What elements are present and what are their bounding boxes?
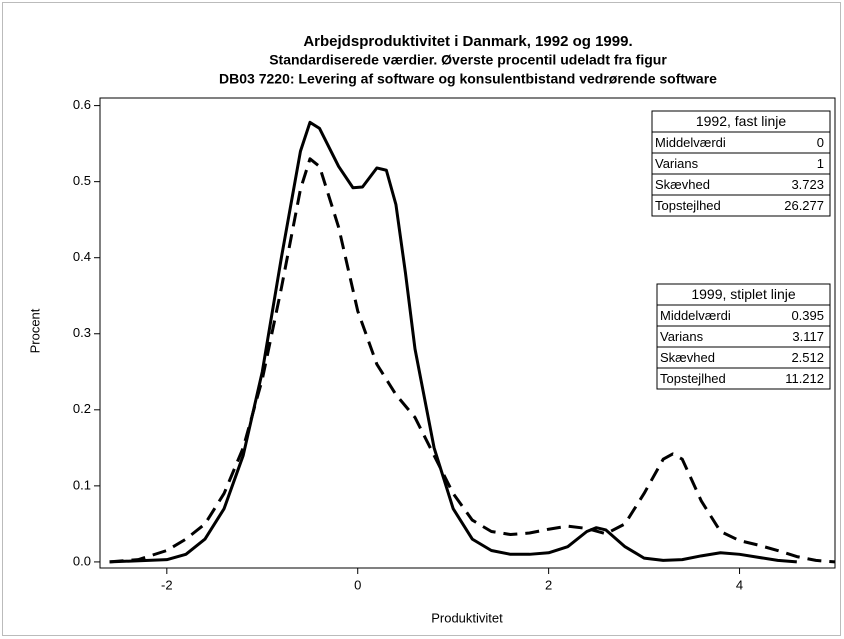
y-tick-label: 0.5 (73, 173, 91, 188)
stats-box (651, 110, 831, 217)
stats-label: Varians (655, 156, 699, 171)
line-series (109, 120, 797, 564)
x-tick-label: -2 (161, 577, 173, 592)
y-tick-label: 0.6 (73, 97, 91, 112)
stats-value: 0.395 (791, 308, 824, 323)
x-axis-label: Produktivitet (431, 610, 503, 625)
stats-value: 26.277 (784, 198, 824, 213)
stats-value: 1 (817, 156, 824, 171)
chart-title: Arbejdsproduktivitet i Danmark, 1992 og … (303, 33, 632, 50)
stats-box (656, 283, 831, 390)
stats-header: 1992, fast linje (696, 113, 786, 129)
stats-label: Skævhed (660, 350, 715, 365)
x-tick-label: 2 (545, 577, 552, 592)
stats-label: Varians (660, 329, 704, 344)
y-tick-label: 0.2 (73, 401, 91, 416)
y-tick-label: 0.4 (73, 249, 91, 264)
y-tick-label: 0.3 (73, 325, 91, 340)
stats-value: 3.117 (792, 329, 824, 344)
plot-area (99, 97, 836, 569)
y-tick-label: 0.0 (73, 553, 91, 568)
stats-label: Middelværdi (660, 308, 731, 323)
stats-value: 3.723 (791, 177, 824, 192)
x-tick-label: 4 (736, 577, 743, 592)
chart-subtitle: Standardiserede værdier. Øverste procent… (269, 52, 667, 68)
stats-label: Middelværdi (655, 135, 726, 150)
stats-value: 11.212 (785, 371, 824, 386)
y-tick-label: 0.1 (73, 477, 91, 492)
stats-label: Skævhed (655, 177, 710, 192)
x-tick-label: 0 (354, 577, 361, 592)
stats-value: 0 (817, 135, 824, 150)
chart-subtitle: DB03 7220: Levering af software og konsu… (219, 71, 717, 87)
stats-label: Topstejlhed (660, 371, 726, 386)
line-series (109, 157, 836, 564)
y-axis-label: Procent (27, 308, 42, 353)
stats-header: 1999, stiplet linje (691, 286, 796, 302)
stats-value: 2.512 (791, 350, 824, 365)
stats-label: Topstejlhed (655, 198, 721, 213)
